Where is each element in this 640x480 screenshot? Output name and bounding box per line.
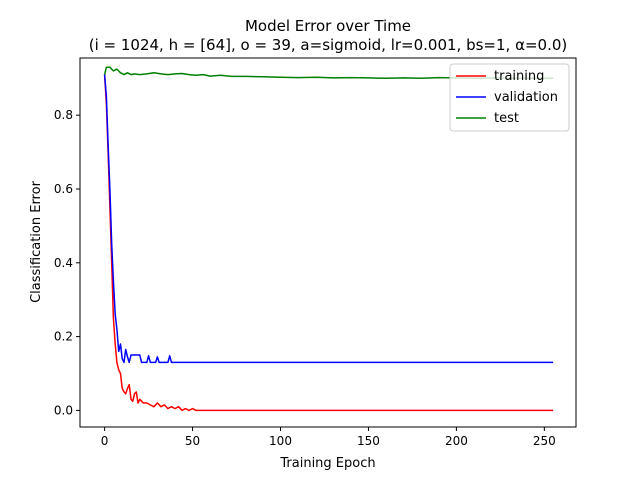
x-axis-label: Training Epoch [279, 456, 375, 471]
legend-frame [449, 63, 570, 132]
x-tick-label: 250 [533, 434, 556, 448]
x-tick-label: 0 [101, 434, 109, 448]
axes-frame [79, 57, 577, 428]
series-line-training [103, 74, 554, 412]
series-line-test [103, 66, 554, 80]
y-tick-label: 0.6 [54, 182, 73, 196]
x-tick-label: 100 [269, 434, 292, 448]
x-tick-label: 50 [185, 434, 200, 448]
y-tick-label: 0.0 [54, 403, 73, 417]
legend-label-validation: validation [494, 90, 558, 105]
chart-subtitle: (i = 1024, h = [64], o = 39, a=sigmoid, … [89, 36, 567, 54]
y-axis: 0.0 0.2 0.4 0.6 0.8 [54, 108, 80, 417]
legend-label-test: test [494, 111, 519, 126]
y-axis-label: Classification Error [29, 180, 44, 302]
y-tick-label: 0.4 [54, 256, 73, 270]
legend: training validation test [449, 63, 570, 132]
x-tick-label: 200 [445, 434, 468, 448]
x-tick-label: 150 [357, 434, 380, 448]
x-axis: 0 50 100 150 200 250 [101, 427, 556, 448]
legend-label-training: training [494, 69, 544, 84]
plot-area [103, 66, 554, 412]
y-tick-label: 0.2 [54, 330, 73, 344]
series-line-validation [103, 74, 554, 364]
chart-title: Model Error over Time [245, 17, 411, 35]
y-tick-label: 0.8 [54, 108, 73, 122]
